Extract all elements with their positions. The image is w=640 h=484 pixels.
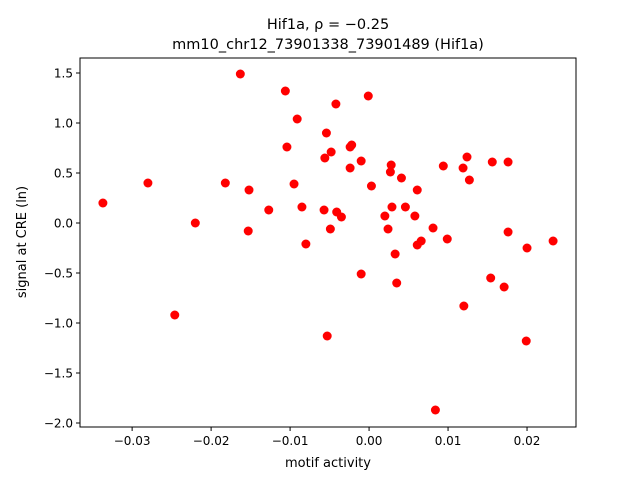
y-tick-label: 1.0 (54, 117, 73, 131)
x-axis: −0.03 −0.02 −0.01 0.00 0.01 0.02 (114, 427, 541, 448)
data-point (322, 331, 332, 341)
data-point (548, 236, 558, 246)
y-tick-label: −2.0 (44, 417, 73, 431)
data-point (190, 218, 200, 228)
data-point (487, 157, 497, 167)
data-point (220, 178, 230, 188)
data-point (363, 91, 373, 101)
data-point (385, 167, 395, 177)
data-point (289, 179, 299, 189)
x-tick-label: −0.01 (272, 434, 309, 448)
data-point (428, 223, 438, 233)
y-tick-label: −1.0 (44, 317, 73, 331)
data-point (356, 269, 366, 279)
y-tick-label: −0.5 (44, 267, 73, 281)
data-point (347, 140, 357, 150)
x-tick-label: 0.01 (435, 434, 462, 448)
data-point (416, 236, 426, 246)
data-point (264, 205, 274, 215)
data-point (243, 226, 253, 236)
data-point (301, 239, 311, 249)
data-point (499, 282, 509, 292)
data-point (486, 273, 496, 283)
data-point (430, 405, 440, 415)
data-point (331, 99, 341, 109)
data-point (386, 160, 396, 170)
data-point (280, 86, 290, 96)
y-axis-label: signal at CRE (ln) (15, 186, 30, 298)
data-point (170, 310, 180, 320)
x-tick-label: 0.00 (356, 434, 383, 448)
data-point (321, 128, 331, 138)
data-point (297, 202, 307, 212)
x-tick-label: −0.02 (193, 434, 230, 448)
plot-area (80, 58, 576, 427)
chart-subtitle: mm10_chr12_73901338_73901489 (Hif1a) (172, 37, 484, 53)
data-point (366, 181, 376, 191)
data-point (345, 163, 355, 173)
y-tick-label: 0.0 (54, 217, 73, 231)
y-tick-label: 1.5 (54, 67, 73, 81)
data-point (143, 178, 153, 188)
y-tick-label: −1.5 (44, 367, 73, 381)
data-point (380, 211, 390, 221)
data-point (325, 224, 335, 234)
points-layer (98, 69, 558, 415)
data-point (356, 156, 366, 166)
data-point (410, 211, 420, 221)
data-point (282, 142, 292, 152)
x-tick-label: 0.02 (514, 434, 541, 448)
x-tick-label: −0.03 (114, 434, 151, 448)
data-point (336, 212, 346, 222)
data-point (387, 202, 397, 212)
data-point (438, 161, 448, 171)
data-point (442, 234, 452, 244)
data-point (392, 278, 402, 288)
data-point (521, 336, 531, 346)
data-point (459, 301, 469, 311)
data-point (522, 243, 532, 253)
y-axis: 1.5 1.0 0.5 0.0 −0.5 −1.0 −1.5 −2.0 (44, 67, 80, 431)
data-point (458, 163, 468, 173)
data-point (503, 157, 513, 167)
x-axis-label: motif activity (285, 456, 371, 471)
data-point (235, 69, 245, 79)
axes-frame (79, 57, 577, 428)
data-point (396, 173, 406, 183)
data-point (383, 224, 393, 234)
data-point (503, 227, 513, 237)
data-point (320, 153, 330, 163)
y-tick-label: 0.5 (54, 167, 73, 181)
data-point (292, 114, 302, 124)
chart-title: Hif1a, ρ = −0.25 (267, 17, 389, 33)
data-point (326, 147, 336, 157)
data-point (400, 202, 410, 212)
data-point (464, 175, 474, 185)
data-point (98, 198, 108, 208)
data-point (319, 205, 329, 215)
data-point (244, 185, 254, 195)
data-point (390, 249, 400, 259)
data-point (412, 185, 422, 195)
data-point (462, 152, 472, 162)
